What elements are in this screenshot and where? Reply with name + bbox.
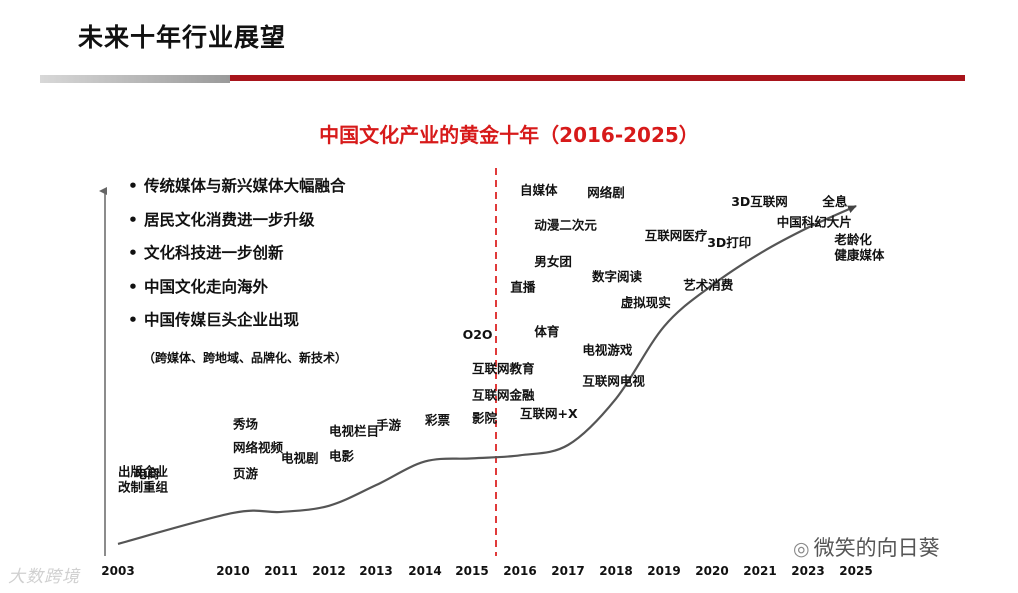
annotation-label: 健康媒体 <box>834 248 885 263</box>
page-title: 未来十年行业展望 <box>78 23 287 52</box>
x-tick-label: 2014 <box>408 564 441 578</box>
annotation-label: 互联网金融 <box>472 388 535 403</box>
annotation-label: 3D打印 <box>707 235 751 250</box>
annotation-label: 互联网教育 <box>472 361 535 376</box>
bullet-list: • 传统媒体与新兴媒体大幅融合 • 居民文化消费进一步升级 • 文化科技进一步创新 •… <box>128 176 346 344</box>
bullet-note: （跨媒体、跨地域、品牌化、新技术） <box>143 351 348 365</box>
annotation-label: 电视栏目 <box>329 424 379 439</box>
chart-title: 中国文化产业的黄金十年（2016-2025） <box>319 123 699 147</box>
bullet-dot-icon: • <box>128 244 138 263</box>
bullet-text: 传统媒体与新兴媒体大幅融合 <box>144 177 346 195</box>
annotation-label: O2O <box>463 327 493 342</box>
annotation-label: 全息 <box>821 194 848 209</box>
bullet-item: • 居民文化消费进一步升级 <box>128 210 346 244</box>
annotation-label: 手游 <box>376 418 402 433</box>
annotation-label: 互联网+X <box>520 406 578 421</box>
annotation-label: 彩票 <box>424 412 451 427</box>
bullet-item: • 文化科技进一步创新 <box>128 243 346 277</box>
annotation-label: 页游 <box>233 466 259 481</box>
x-tick-label: 2012 <box>312 564 345 578</box>
annotation-label: 数字阅读 <box>591 269 643 284</box>
annotation-label: 艺术消费 <box>683 277 734 292</box>
x-tick-label: 2017 <box>551 564 584 578</box>
bullet-item: • 中国传媒巨头企业出现 <box>128 310 346 344</box>
bullet-item: • 传统媒体与新兴媒体大幅融合 <box>128 176 346 210</box>
annotation-label: 自媒体 <box>520 183 558 198</box>
annotation-label: 动漫二次元 <box>534 218 597 233</box>
growth-curve <box>117 205 857 545</box>
annotation-label: 电商 <box>134 466 159 481</box>
title-underline-gray <box>40 75 230 83</box>
annotation-label: 出版企业 <box>118 464 169 479</box>
bullet-item: • 中国文化走向海外 <box>128 277 346 311</box>
annotation-label: 虚拟现实 <box>621 295 671 310</box>
x-tick-label: 2020 <box>695 564 728 578</box>
x-tick-label: 2023 <box>791 564 824 578</box>
watermark-left: 大数跨境 <box>8 567 80 587</box>
title-underline-red <box>230 75 965 81</box>
x-tick-label: 2003 <box>101 564 134 578</box>
annotation-label: 电视剧 <box>281 451 319 466</box>
x-tick-label: 2018 <box>599 564 632 578</box>
annotation-label: 影院 <box>472 410 498 425</box>
annotation-label: 直播 <box>510 280 536 295</box>
annotation-label: 网络视频 <box>233 440 284 455</box>
annotation-label: 互联网医疗 <box>645 228 708 243</box>
annotation-label: 秀场 <box>232 417 258 432</box>
x-tick-label: 2011 <box>264 564 297 578</box>
annotation-label: 改制重组 <box>118 479 169 494</box>
annotation-label: 男女团 <box>534 254 572 269</box>
annotation-label: 网络剧 <box>587 185 625 200</box>
bullet-text: 中国文化走向海外 <box>144 277 269 296</box>
x-tick-label: 2019 <box>647 564 680 578</box>
bullet-dot-icon: • <box>128 311 138 330</box>
bullet-dot-icon: • <box>128 277 138 296</box>
x-tick-label: 2021 <box>743 564 776 578</box>
annotation-label: 中国科幻大片 <box>777 215 852 230</box>
annotation-label: 电影 <box>329 448 355 463</box>
bullet-dot-icon: • <box>128 210 138 229</box>
x-tick-labels: 2003 2010 2011 2012 2013 2014 2015 2016 2017 2018… <box>101 564 872 578</box>
x-tick-label: 2016 <box>503 564 536 578</box>
x-tick-label: 2013 <box>359 564 392 578</box>
annotation-label: 3D互联网 <box>731 194 788 209</box>
x-tick-label: 2010 <box>216 564 249 578</box>
bullet-text: 文化科技进一步创新 <box>144 244 284 263</box>
annotation-label: 老龄化 <box>833 232 872 247</box>
bullet-dot-icon: • <box>128 177 138 195</box>
bullet-text: 中国传媒巨头企业出现 <box>144 311 300 330</box>
x-tick-label: 2015 <box>455 564 488 578</box>
annotation-label: 体育 <box>534 324 560 339</box>
x-tick-label: 2025 <box>839 564 872 578</box>
bullet-text: 居民文化消费进一步升级 <box>144 210 315 229</box>
watermark-right-text: 微笑的向日葵 <box>813 536 940 560</box>
annotation-label: 互联网电视 <box>582 373 645 388</box>
annotation-label: 电视游戏 <box>582 342 633 357</box>
watermark-right: ◎ 微笑的向日葵 <box>793 532 940 562</box>
wechat-icon: ◎ <box>793 538 810 560</box>
